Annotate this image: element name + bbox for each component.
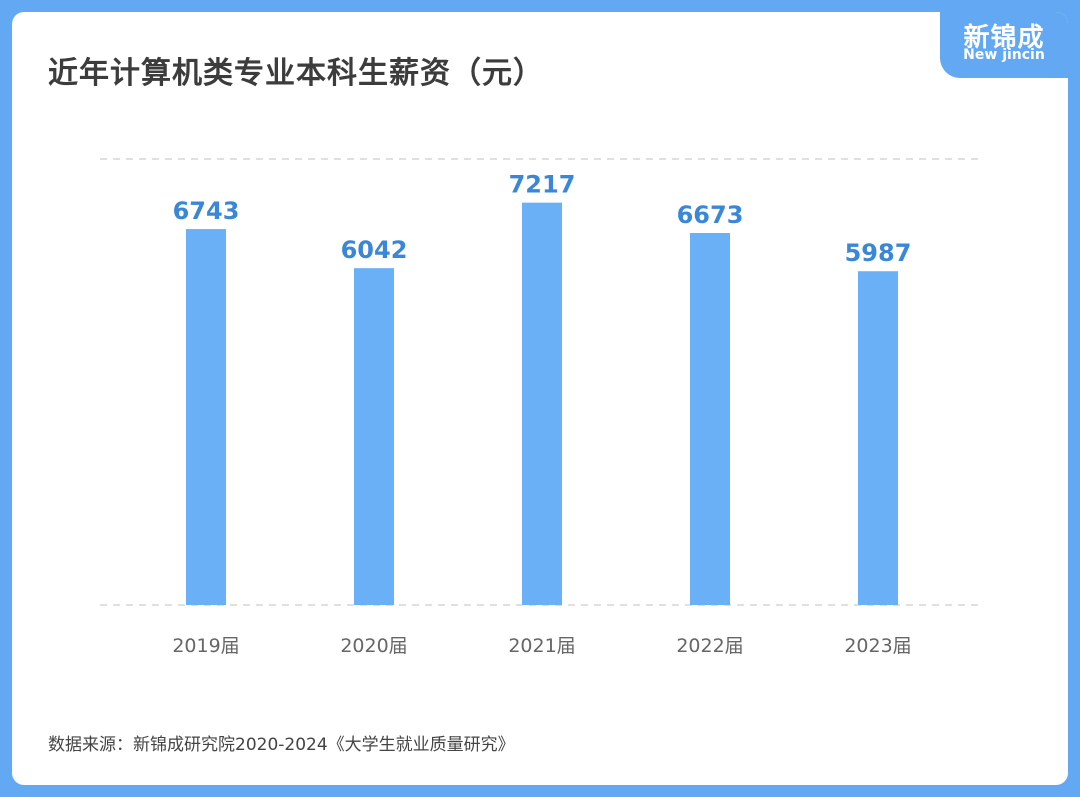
x-tick-label: 2020届 [340,635,407,657]
data-label: 7217 [509,171,576,199]
data-label: 6743 [173,197,240,225]
data-label: 5987 [845,239,912,267]
brand-name-en: New jincin [963,47,1045,63]
data-label: 6673 [677,201,744,229]
data-label: 6042 [341,236,408,264]
brand-logo: 新锦成 New jincin [940,12,1068,78]
chart-title: 近年计算机类专业本科生薪资（元） [48,56,544,91]
x-tick-label: 2023届 [844,635,911,657]
bar-2021届 [522,202,562,605]
bar-chart: 6743 2019届 6042 2020届 7217 2021届 6673 2022届 5987… [100,158,980,657]
bar-2022届 [690,232,730,605]
bar-2020届 [354,268,394,605]
brand-name-cn: 新锦成 [963,23,1045,53]
x-tick-label: 2022届 [676,635,743,657]
x-tick-label: 2021届 [508,635,575,657]
bar-2019届 [186,229,226,605]
bar-2023届 [858,271,898,605]
chart-card: 新锦成 New jincin 近年计算机类专业本科生薪资（元） 6743 2019… [12,12,1068,785]
data-source-note: 数据来源：新锦成研究院2020-2024《大学生就业质量研究》 [48,735,515,755]
x-tick-label: 2019届 [172,635,239,657]
